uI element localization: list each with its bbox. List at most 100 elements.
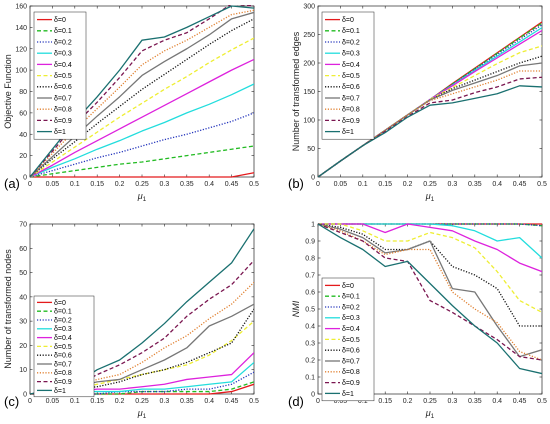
y-axis-label: NMI — [291, 300, 301, 317]
y-tick-label: 0 — [311, 175, 315, 182]
legend-label: δ=1 — [54, 388, 66, 395]
legend-label: δ=0.9 — [342, 118, 360, 125]
y-tick-label: 120 — [15, 46, 27, 53]
y-tick-label: 100 — [15, 68, 27, 75]
series-line-7 — [30, 11, 254, 178]
legend-label: δ=0.4 — [342, 326, 360, 333]
x-tick-label: 0 — [316, 398, 320, 405]
y-tick-label: 30 — [19, 319, 27, 326]
legend-label: δ=0.2 — [54, 39, 72, 46]
legend-label: δ=0.8 — [342, 369, 360, 376]
legend-label: δ=0 — [342, 283, 354, 290]
legend-box — [321, 11, 375, 140]
chart-panel-d: 0 0.05 0.1 0.15 0.2 0.25 0.3 0.35 0.4 0.45 0.5 0 0.1… — [288, 222, 547, 421]
legend-label: δ=0.2 — [54, 317, 72, 324]
x-tick-label: 0.2 — [403, 181, 413, 188]
y-tick-label: 1 — [311, 222, 315, 229]
x-tick-label: 0.15 — [378, 398, 392, 405]
y-tick-label: 150 — [303, 89, 315, 96]
legend-label: δ=0.6 — [54, 353, 72, 360]
legend-label: δ=0.7 — [54, 361, 72, 368]
x-axis-label: μ1 — [425, 191, 435, 203]
y-tick-label: 0.7 — [305, 273, 315, 280]
x-tick-label: 0.4 — [492, 181, 502, 188]
series-line-10 — [318, 223, 542, 375]
x-tick-label: 0.35 — [468, 181, 482, 188]
legend: δ=0 δ=0.1 δ=0.2 δ=0.3 δ=0.4 δ=0.5 δ=0.6 δ=0.7 δ=… — [33, 11, 87, 140]
y-tick-label: 100 — [303, 118, 315, 125]
x-axis-label-subscript: 1 — [143, 196, 147, 203]
legend-label: δ=0 — [54, 17, 66, 24]
y-tick-label: 0.5 — [305, 307, 315, 314]
legend-label: δ=0.7 — [342, 95, 360, 102]
series-line-10 — [318, 85, 542, 178]
legend-label: δ=0.1 — [54, 28, 72, 35]
y-tick-label: 0 — [311, 392, 315, 399]
x-tick-label: 0.45 — [225, 181, 239, 188]
x-tick-label: 0 — [28, 181, 32, 188]
legend-label: δ=0.1 — [342, 294, 360, 301]
x-tick-label: 0.45 — [513, 398, 527, 405]
x-tick-label: 0.4 — [204, 398, 214, 405]
x-tick-label: 0.3 — [160, 398, 170, 405]
y-tick-label: 0.6 — [305, 290, 315, 297]
x-tick-label: 0.2 — [115, 181, 125, 188]
series-line-9 — [30, 259, 254, 395]
x-tick-label: 0.35 — [180, 398, 194, 405]
legend-label: δ=1 — [54, 129, 66, 136]
legend-label: δ=0.6 — [342, 348, 360, 355]
y-tick-label: 300 — [303, 4, 315, 11]
x-tick-label: 0.25 — [135, 181, 149, 188]
y-tick-label: 0.9 — [305, 239, 315, 246]
legend-label: δ=0.9 — [54, 118, 72, 125]
legend-label: δ=0.8 — [54, 370, 72, 377]
y-tick-label: 40 — [19, 132, 27, 139]
legend-label: δ=0.3 — [54, 326, 72, 333]
x-tick-label: 0.2 — [115, 398, 125, 405]
x-tick-label: 0.45 — [513, 181, 527, 188]
legend-label: δ=0.5 — [54, 344, 72, 351]
legend-label: δ=0.4 — [342, 62, 360, 69]
panel-label: (a) — [4, 176, 20, 191]
y-tick-label: 20 — [19, 343, 27, 350]
x-axis-label-subscript: 1 — [431, 196, 435, 203]
y-tick-label: 0 — [23, 175, 27, 182]
legend-label: δ=0.9 — [54, 379, 72, 386]
series-line-9 — [318, 223, 542, 361]
series-line-4 — [318, 223, 542, 273]
series-line-3 — [30, 83, 254, 178]
x-tick-label: 0.15 — [90, 398, 104, 405]
panel-label: (d) — [288, 394, 304, 409]
series-line-2 — [30, 112, 254, 178]
x-tick-label: 0.15 — [90, 181, 104, 188]
legend-label: δ=0.7 — [342, 358, 360, 365]
y-axis-label: Number of transformed edges — [291, 31, 301, 151]
x-tick-label: 0.45 — [225, 398, 239, 405]
y-tick-label: 10 — [19, 367, 27, 374]
y-tick-label: 140 — [15, 25, 27, 32]
legend-label: δ=0.8 — [342, 107, 360, 114]
y-tick-label: 0 — [23, 392, 27, 399]
legend-label: δ=0.6 — [342, 84, 360, 91]
y-tick-label: 0.4 — [305, 324, 315, 331]
legend-label: δ=0 — [54, 300, 66, 307]
x-tick-label: 0.1 — [70, 398, 80, 405]
x-tick-label: 0.05 — [46, 181, 60, 188]
legend-label: δ=0.8 — [54, 107, 72, 114]
y-tick-label: 20 — [19, 153, 27, 160]
y-axis-label: Objective Function — [3, 54, 13, 129]
legend-label: δ=0.1 — [54, 309, 72, 316]
legend-label: δ=0.3 — [342, 51, 360, 58]
legend-label: δ=0.5 — [54, 73, 72, 80]
x-tick-label: 0.25 — [423, 181, 437, 188]
y-tick-label: 0.8 — [305, 256, 315, 263]
x-tick-label: 0 — [28, 398, 32, 405]
y-tick-label: 50 — [19, 270, 27, 277]
legend-label: δ=0.4 — [54, 62, 72, 69]
legend: δ=0 δ=0.1 δ=0.2 δ=0.3 δ=0.4 δ=0.5 δ=0.6 δ=0.7 δ=… — [321, 277, 375, 402]
x-tick-label: 0.3 — [448, 398, 458, 405]
legend-box — [321, 277, 375, 402]
legend-label: δ=0.1 — [342, 28, 360, 35]
x-tick-label: 0.4 — [492, 398, 502, 405]
series-line-1 — [30, 145, 254, 178]
